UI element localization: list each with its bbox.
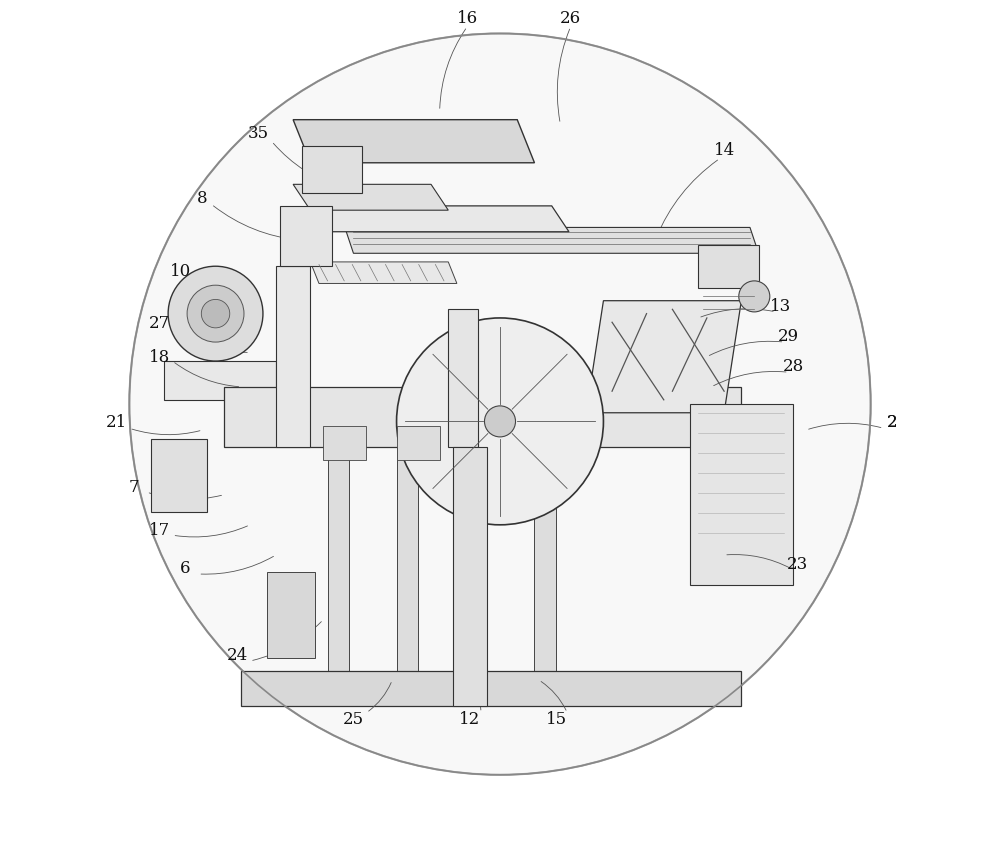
Bar [453,448,487,706]
Text: 18: 18 [149,349,170,366]
Polygon shape [586,301,741,413]
Text: 7: 7 [128,478,139,495]
Text: 13: 13 [770,297,791,314]
Bar [397,448,418,672]
Circle shape [484,406,516,437]
Bar [448,310,478,448]
Bar [280,207,332,267]
Circle shape [129,34,871,775]
Bar [302,146,362,194]
Text: 8: 8 [197,189,208,207]
Text: 23: 23 [787,555,808,573]
Polygon shape [224,387,741,448]
Text: 29: 29 [778,327,799,344]
Text: 6: 6 [180,560,191,577]
Bar [151,439,207,512]
Bar [276,267,310,448]
Polygon shape [345,228,759,254]
Text: 2: 2 [887,413,898,430]
Text: 21: 21 [106,413,127,430]
Text: 10: 10 [170,263,192,280]
Polygon shape [293,121,534,164]
Text: 35: 35 [248,125,269,142]
Polygon shape [164,362,276,400]
Polygon shape [315,207,569,232]
Bar [698,245,759,288]
Text: 14: 14 [713,142,735,159]
Text: 17: 17 [149,521,170,538]
Text: 24: 24 [226,646,248,663]
Text: 2: 2 [887,413,898,430]
Text: 27: 27 [149,314,170,331]
Circle shape [397,319,603,525]
Text: 12: 12 [459,710,480,728]
Bar [534,448,556,672]
Bar [241,672,741,706]
Bar [267,573,315,659]
Polygon shape [293,185,448,211]
Text: 28: 28 [782,357,804,375]
Circle shape [187,286,244,343]
Text: 15: 15 [545,710,567,728]
Circle shape [168,267,263,362]
Circle shape [739,282,770,313]
Text: 26: 26 [560,10,581,28]
Text: 25: 25 [343,710,364,728]
Bar [397,426,440,461]
Polygon shape [310,263,457,284]
Bar [323,426,366,461]
Bar [466,448,487,672]
Bar [328,448,349,672]
Circle shape [201,300,230,328]
Text: 16: 16 [457,10,478,28]
Polygon shape [690,405,793,585]
